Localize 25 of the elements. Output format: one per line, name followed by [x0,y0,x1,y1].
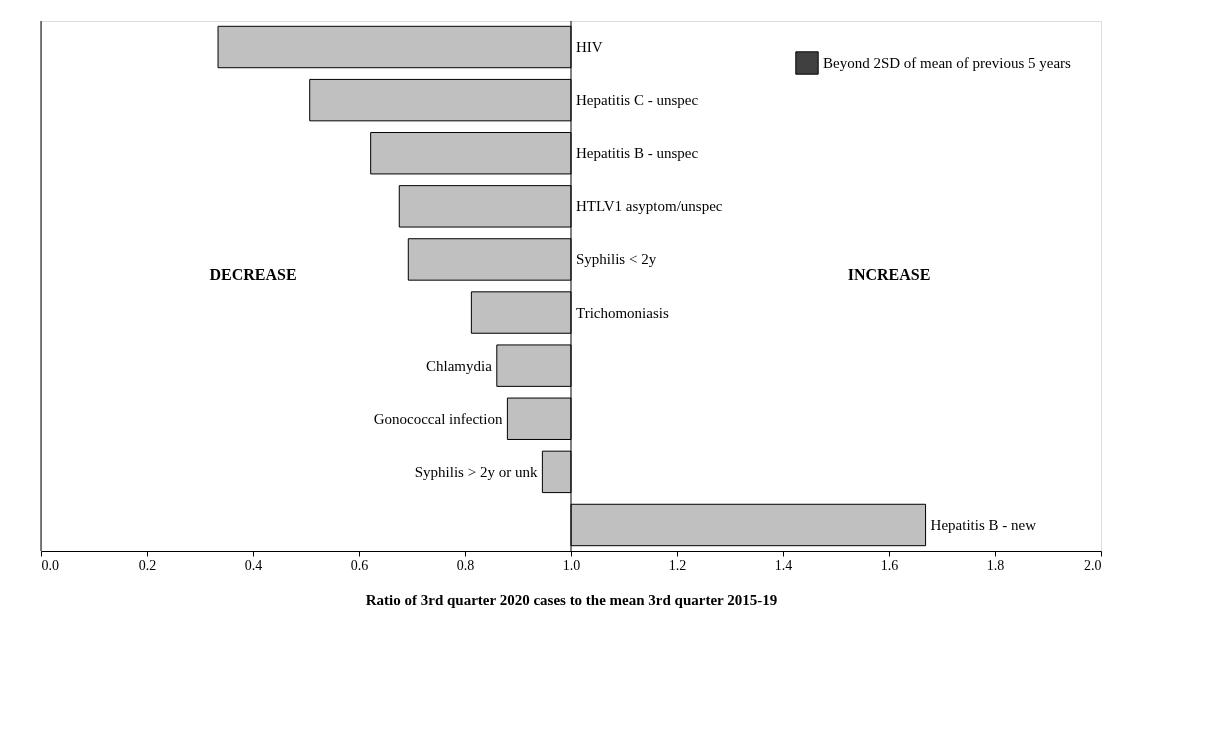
y-tick-label: Trichomoniasis [576,304,669,321]
x-tick-label: 1.6 [880,557,899,573]
x-tick-label: 0.0 [41,557,59,573]
annotation: INCREASE [847,266,931,284]
y-tick-label: Hepatitis C - unspec [576,92,699,109]
x-tick-label: 0.4 [244,557,263,573]
x-tick-label: 0.2 [138,557,157,573]
x-tick-label: 1.0 [562,557,581,573]
y-tick-label: HTLV1 asyptom/unspec [576,198,723,215]
annotation: DECREASE [209,266,297,284]
y-tick-label: Hepatitis B - unspec [576,145,699,162]
x-tick-label: 1.4 [774,557,793,573]
legend-label: Beyond 2SD of mean of previous 5 years [823,55,1072,71]
x-tick-label: 1.2 [668,557,687,573]
x-tick-label: 2.0 [1084,557,1102,573]
y-tick-label: Syphilis < 2y [576,251,657,268]
y-tick-label: Syphilis > 2y or unk [414,463,538,480]
x-axis-title: Ratio of 3rd quarter 2020 cases to the mean 3rd quarter 2015-19 [365,591,778,608]
x-tick-label: 0.8 [456,557,475,573]
y-tick-label: Hepatitis B - new [930,516,1037,533]
y-tick-label: Chlamydia [425,357,493,374]
y-tick-label: HIV [576,39,603,56]
x-tick-label: 0.6 [350,557,369,573]
y-tick-label: Gonococcal infection [373,410,503,427]
x-tick-label: 1.8 [986,557,1005,573]
